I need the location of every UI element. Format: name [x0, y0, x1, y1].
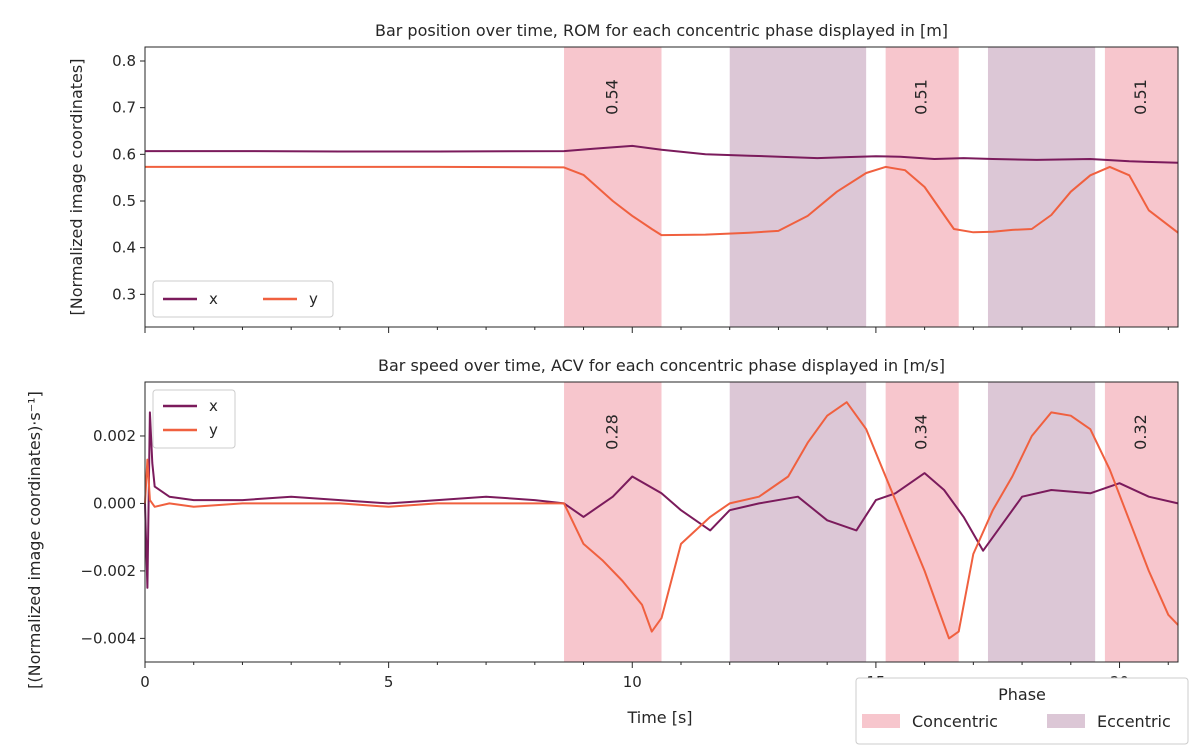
y-tick-label: 0.6: [112, 145, 136, 163]
eccentric-phase-band: [987, 47, 1096, 327]
panel-position: 0.54 0.51 0.51 0.3 0.4 0.5 0.6 0.7 0.8 Bar positi…: [67, 21, 1179, 333]
axes-frame: [144, 46, 1179, 328]
phase-value-label: 0.54: [602, 79, 621, 115]
phase-value-label: 0.34: [912, 414, 931, 450]
x-axis-label: Time [s]: [626, 708, 692, 727]
legend-swatch-eccentric: [1047, 714, 1085, 728]
y-tick-label: 0.000: [93, 494, 136, 512]
y-tick-label: 0.7: [112, 99, 136, 117]
series-line-y: [144, 401, 1179, 640]
series-legend-box: [152, 389, 236, 449]
x-tick-label: 0: [140, 673, 150, 691]
legend-label-y: y: [309, 290, 318, 308]
chart-title: Bar position over time, ROM for each con…: [375, 21, 948, 40]
phase-value-label: 0.32: [1131, 414, 1150, 450]
legend-label-eccentric: Eccentric: [1097, 712, 1171, 731]
series-line-x: [144, 411, 1179, 589]
concentric-phase-band: [885, 382, 959, 662]
panel-speed: 0.280.340.32−0.004−0.0020.0000.002051015…: [25, 356, 1179, 691]
x-tick-label: 10: [623, 673, 642, 691]
y-axis-label: [Normalized image coordinates]: [67, 59, 86, 316]
phase-value-label: 0.51: [1131, 79, 1150, 115]
x-tick-label: 5: [384, 673, 394, 691]
y-tick-label: 0.8: [112, 52, 136, 70]
legend-label-concentric: Concentric: [912, 712, 998, 731]
concentric-phase-band: [1104, 382, 1178, 662]
y-tick-label: 0.4: [112, 239, 136, 257]
phase-value-label: 0.51: [912, 79, 931, 115]
eccentric-phase-band: [729, 382, 867, 662]
concentric-phase-band: [885, 47, 959, 327]
legend-label-x: x: [209, 290, 218, 308]
legend-swatch-concentric: [862, 714, 900, 728]
eccentric-phase-band: [987, 382, 1096, 662]
y-axis-label: [(Normalized image coordinates)·s⁻¹]: [25, 391, 44, 689]
y-tick-label: 0.002: [93, 427, 136, 445]
legend-label-y: y: [209, 421, 218, 439]
series-line-y: [145, 165, 1179, 237]
concentric-phase-band: [564, 47, 662, 327]
phase-legend-title: Phase: [998, 685, 1046, 704]
phase-value-label: 0.28: [602, 414, 621, 450]
legend-label-x: x: [209, 397, 218, 415]
phase-legend: Phase Concentric Eccentric: [855, 677, 1189, 745]
phase-legend-box: [855, 677, 1189, 745]
y-tick-label: 0.5: [112, 192, 136, 210]
series-legend-box: [152, 280, 334, 318]
chart-title: Bar speed over time, ACV for each concen…: [378, 356, 945, 375]
y-tick-label: −0.004: [80, 629, 136, 647]
series-line-x: [145, 144, 1179, 164]
axes-frame: [144, 381, 1179, 663]
y-tick-label: 0.3: [112, 285, 136, 303]
y-tick-label: −0.002: [80, 562, 136, 580]
concentric-phase-band: [1104, 47, 1178, 327]
